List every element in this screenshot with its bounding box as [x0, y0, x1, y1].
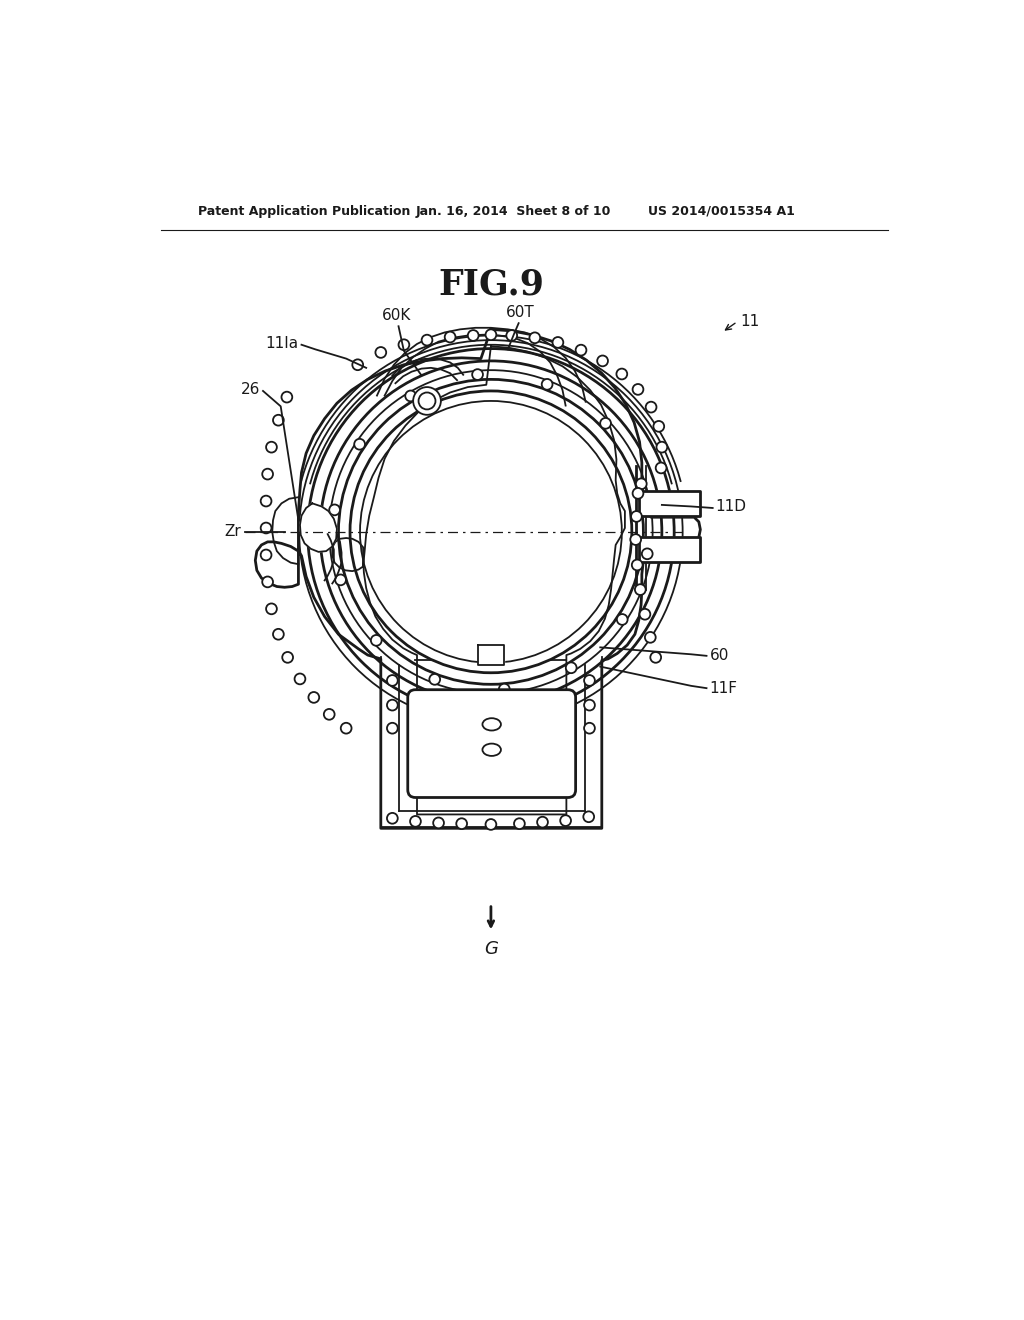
Circle shape: [616, 368, 628, 379]
Text: 60K: 60K: [382, 308, 411, 323]
Circle shape: [261, 523, 271, 533]
Circle shape: [635, 585, 646, 595]
Circle shape: [295, 673, 305, 684]
Circle shape: [261, 496, 271, 507]
Circle shape: [631, 535, 641, 545]
Circle shape: [646, 401, 656, 413]
Text: 60: 60: [710, 648, 729, 664]
Circle shape: [308, 692, 319, 702]
Circle shape: [398, 339, 410, 350]
Circle shape: [330, 504, 340, 515]
Circle shape: [640, 609, 650, 619]
Text: US 2014/0015354 A1: US 2014/0015354 A1: [648, 205, 795, 218]
Circle shape: [485, 330, 497, 341]
Circle shape: [642, 548, 652, 560]
Circle shape: [350, 391, 632, 673]
Circle shape: [632, 560, 643, 570]
Circle shape: [636, 478, 647, 490]
Circle shape: [262, 469, 273, 479]
Text: 11: 11: [740, 314, 760, 329]
Text: Zr: Zr: [224, 524, 242, 540]
Text: 60T: 60T: [506, 305, 535, 321]
Text: FIG.9: FIG.9: [438, 268, 544, 302]
Text: Patent Application Publication: Patent Application Publication: [199, 205, 411, 218]
Circle shape: [584, 675, 595, 686]
Circle shape: [650, 652, 662, 663]
Circle shape: [468, 330, 478, 341]
Circle shape: [433, 817, 444, 829]
Circle shape: [553, 337, 563, 348]
Circle shape: [514, 818, 525, 829]
Circle shape: [633, 384, 643, 395]
Circle shape: [653, 421, 665, 432]
Circle shape: [584, 700, 595, 710]
Ellipse shape: [482, 718, 501, 730]
Ellipse shape: [482, 743, 501, 756]
Circle shape: [266, 603, 276, 614]
Circle shape: [631, 511, 642, 521]
Circle shape: [319, 360, 662, 702]
Circle shape: [410, 816, 421, 826]
Text: G: G: [484, 940, 498, 958]
Circle shape: [282, 392, 292, 403]
Circle shape: [457, 818, 467, 829]
Polygon shape: [255, 330, 700, 829]
Circle shape: [645, 632, 655, 643]
Circle shape: [354, 438, 365, 450]
Polygon shape: [639, 537, 700, 562]
Circle shape: [633, 488, 643, 499]
Circle shape: [656, 442, 668, 453]
Text: 11F: 11F: [710, 681, 737, 696]
Circle shape: [324, 709, 335, 719]
Circle shape: [529, 333, 541, 343]
Polygon shape: [639, 491, 700, 516]
Circle shape: [413, 387, 441, 414]
Circle shape: [575, 345, 587, 355]
Circle shape: [261, 549, 271, 561]
Circle shape: [352, 359, 364, 370]
Circle shape: [387, 723, 397, 734]
Circle shape: [341, 723, 351, 734]
Text: Jan. 16, 2014  Sheet 8 of 10: Jan. 16, 2014 Sheet 8 of 10: [416, 205, 611, 218]
Circle shape: [387, 700, 397, 710]
Text: 11D: 11D: [716, 499, 746, 513]
Circle shape: [584, 723, 595, 734]
Circle shape: [387, 813, 397, 824]
Circle shape: [444, 331, 456, 342]
Text: 26: 26: [241, 381, 260, 397]
Circle shape: [273, 628, 284, 640]
Circle shape: [584, 812, 594, 822]
Circle shape: [419, 392, 435, 409]
Circle shape: [485, 818, 497, 830]
Circle shape: [542, 379, 553, 389]
Circle shape: [506, 330, 517, 341]
Circle shape: [376, 347, 386, 358]
Circle shape: [429, 675, 440, 685]
Circle shape: [597, 355, 608, 367]
Circle shape: [335, 574, 346, 585]
Circle shape: [538, 817, 548, 828]
Circle shape: [499, 684, 510, 694]
Circle shape: [560, 816, 571, 826]
Circle shape: [422, 335, 432, 346]
Circle shape: [262, 577, 273, 587]
Circle shape: [330, 370, 652, 693]
Circle shape: [283, 652, 293, 663]
Circle shape: [616, 614, 628, 624]
Circle shape: [472, 370, 483, 380]
Circle shape: [655, 462, 667, 474]
Circle shape: [387, 675, 397, 686]
Circle shape: [406, 391, 416, 401]
Circle shape: [266, 442, 276, 453]
Polygon shape: [478, 645, 504, 665]
Circle shape: [273, 414, 284, 425]
FancyBboxPatch shape: [408, 689, 575, 797]
Polygon shape: [300, 503, 337, 552]
Circle shape: [566, 663, 577, 673]
Circle shape: [600, 418, 611, 429]
Circle shape: [360, 401, 622, 663]
Text: 11Ia: 11Ia: [265, 335, 298, 351]
Circle shape: [339, 379, 643, 684]
Circle shape: [371, 635, 382, 645]
